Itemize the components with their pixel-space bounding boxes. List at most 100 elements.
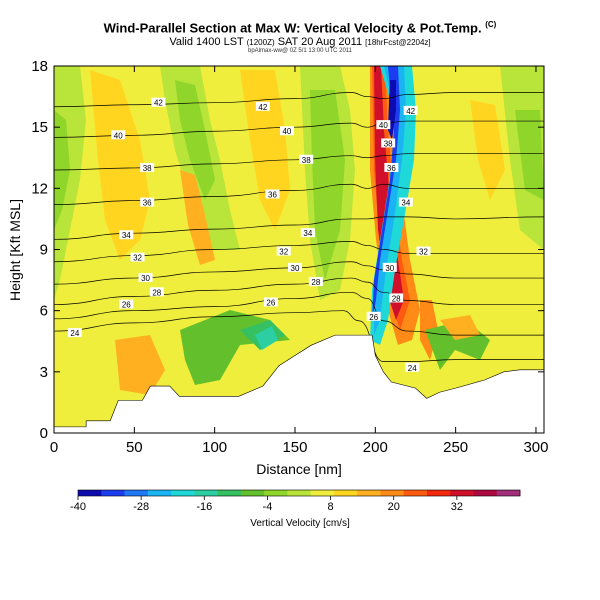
contour-label-text: 40 [282,127,291,136]
contour-label-30: 30 [287,262,302,273]
contour-label-text: 40 [379,121,388,130]
contour-label-text: 36 [268,190,277,199]
colorbar-tick-label: -4 [263,501,273,513]
contour-label-bg [67,328,82,338]
contour-36 [54,183,544,205]
pot-temp-contours [54,92,544,362]
field-yellow-orange-west [90,70,150,260]
contour-label-bg [287,262,302,272]
colorbar-swatch [101,490,126,496]
colorbar-swatch [357,490,381,496]
contour-label-bg [299,154,314,164]
contour-label-text: 42 [406,107,415,116]
contour-label-42: 42 [403,105,418,116]
contour-label-34: 34 [398,197,413,208]
x-tick-label: 150 [282,439,307,456]
contour-label-36: 36 [265,189,280,199]
colorbar-tick-label: 8 [328,501,334,513]
y-tick-label: 0 [40,425,48,442]
contour-label-bg [130,252,145,262]
colorbar-swatch [147,490,172,496]
colorbar-tick-label: -16 [196,501,212,513]
contour-label-bg [376,120,391,130]
contour-label-bg [140,162,155,172]
contour-label-bg [389,293,404,303]
x-tick-label: 250 [443,439,468,456]
colorbar-swatch [240,490,265,496]
contour-label-text: 30 [141,274,150,283]
contour-30 [54,261,544,285]
contour-label-text: 26 [369,313,378,322]
contour-40 [54,120,544,138]
contour-label-bg [263,297,278,307]
x-tick-label: 100 [202,439,227,456]
colorbar-swatch [426,490,451,496]
contour-label-bg [382,262,397,272]
contour-label-text: 26 [266,299,275,308]
field-green-mid2 [175,80,215,200]
contour-label-text: 32 [279,248,288,257]
subtitle-utc: (1200Z) [246,38,275,47]
contour-label-30: 30 [138,273,153,283]
contour-label-34: 34 [119,230,134,240]
contour-label-text: 38 [302,156,311,165]
colorbar-swatch [333,490,358,496]
contour-label-28: 28 [389,293,404,303]
contour-label-bg [119,299,134,309]
y-axis-label: Height [Kft MSL] [7,199,23,301]
contour-label-bg [265,189,280,199]
contour-label-bg [151,97,166,107]
colorbar-swatch [473,490,498,496]
contour-label-40: 40 [111,130,126,140]
contour-label-text: 42 [258,103,267,112]
contour-label-28: 28 [149,287,164,297]
contour-label-text: 34 [122,231,131,240]
contour-24 [54,310,544,362]
contour-label-text: 28 [152,288,161,297]
contour-label-26: 26 [366,311,381,322]
contour-label-38: 38 [140,162,155,173]
y-tick-label: 15 [31,119,48,136]
contour-label-bg [140,197,155,207]
contour-label-bg [138,273,153,283]
x-tick-label: 0 [50,439,58,456]
contour-label-40: 40 [279,126,294,136]
subtitle-valid: Valid 1400 LST [169,36,244,48]
subtitle-fcst: [18hrFcst@2204z] [365,38,431,47]
colorbar-swatch [124,490,149,496]
contour-label-text: 38 [143,164,152,173]
contour-label-36: 36 [384,162,399,173]
contour-label-34: 34 [300,228,315,238]
colorbar-tick-label: 32 [451,501,463,513]
contour-label-text: 26 [122,301,131,310]
contour-label-42: 42 [151,97,166,108]
y-tick-label: 18 [31,58,48,75]
colorbar-label: Vertical Velocity [cm/s] [250,518,350,529]
contour-label-bg [279,126,294,136]
contour-label-bg [381,138,396,148]
field-green-east2 [310,90,345,280]
colorbar-frame [77,489,521,497]
contour-label-bg [255,101,270,111]
x-axis: 0 50 100 150 200 250 300 [50,66,548,456]
title-mark: (C) [485,20,497,29]
contour-label-text: 40 [114,131,123,140]
contour-label-text: 42 [154,99,163,108]
contour-label-text: 24 [70,329,79,338]
contour-label-38: 38 [381,138,396,148]
contour-label-26: 26 [263,297,278,308]
colorbar-swatch [264,490,288,496]
contour-28 [54,277,544,305]
contour-label-36: 36 [140,197,155,208]
contour-label-bg [403,105,418,115]
contour-26 [54,291,544,336]
contour-label-text: 36 [143,199,152,208]
contour-label-bg [398,197,413,207]
chart-subtitle: Valid 1400 LST (1200Z) SAT 20 Aug 2011 [… [0,36,600,48]
colorbar-swatch [217,490,242,496]
contour-label-text: 24 [408,364,417,373]
field-orange-mid [180,170,215,265]
contour-34 [54,216,544,240]
